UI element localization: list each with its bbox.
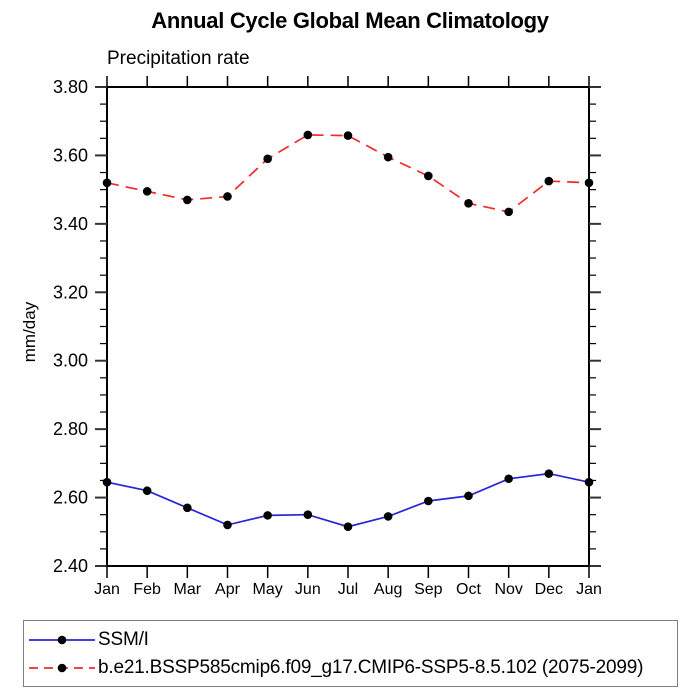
svg-text:3.20: 3.20 [53, 282, 88, 302]
chart-subtitle: Precipitation rate [107, 48, 250, 69]
svg-text:Oct: Oct [456, 581, 481, 598]
svg-text:3.40: 3.40 [53, 214, 88, 234]
y-ticks [95, 86, 601, 567]
legend-line-sample-ssmi [29, 635, 95, 644]
svg-text:2.80: 2.80 [53, 419, 88, 439]
y-tick-labels: 2.40 2.60 2.80 3.00 3.20 3.40 3.60 3.80 [53, 77, 88, 576]
legend-label-ssmi: SSM/I [98, 628, 149, 650]
svg-text:Jun: Jun [295, 581, 321, 598]
svg-text:3.00: 3.00 [53, 351, 88, 371]
svg-text:Apr: Apr [215, 581, 241, 598]
chart-title: Annual Cycle Global Mean Climatology [151, 8, 549, 33]
svg-text:Nov: Nov [494, 581, 522, 598]
svg-text:Dec: Dec [535, 581, 563, 598]
legend-label-model: b.e21.BSSP585cmip6.f09_g17.CMIP6-SSP5-8.… [98, 656, 644, 678]
svg-text:3.80: 3.80 [53, 77, 88, 97]
svg-text:3.60: 3.60 [53, 145, 88, 165]
svg-text:Mar: Mar [174, 581, 202, 598]
axes [106, 86, 590, 567]
y-minor-ticks [100, 103, 596, 550]
legend-item-model: b.e21.BSSP585cmip6.f09_g17.CMIP6-SSP5-8.… [29, 654, 677, 682]
x-ticks [106, 76, 590, 578]
svg-text:Jan: Jan [94, 581, 120, 598]
legend-item-ssmi: SSM/I [29, 626, 677, 654]
series-1 [102, 130, 594, 217]
svg-text:Sep: Sep [414, 581, 443, 598]
legend: SSM/I b.e21.BSSP585cmip6.f09_g17.CMIP6-S… [23, 620, 678, 687]
svg-text:Feb: Feb [133, 581, 161, 598]
svg-text:2.40: 2.40 [53, 556, 88, 576]
x-tick-labels: Jan Feb Mar Apr May Jun Jul Aug Sep Oct Nov Dec Jan [94, 581, 602, 598]
series-0 [102, 469, 594, 531]
svg-text:Aug: Aug [374, 581, 402, 598]
svg-text:Jan: Jan [576, 581, 602, 598]
svg-text:2.60: 2.60 [53, 488, 88, 508]
legend-line-sample-model [29, 663, 95, 672]
svg-text:May: May [253, 581, 283, 598]
svg-text:Jul: Jul [338, 581, 358, 598]
